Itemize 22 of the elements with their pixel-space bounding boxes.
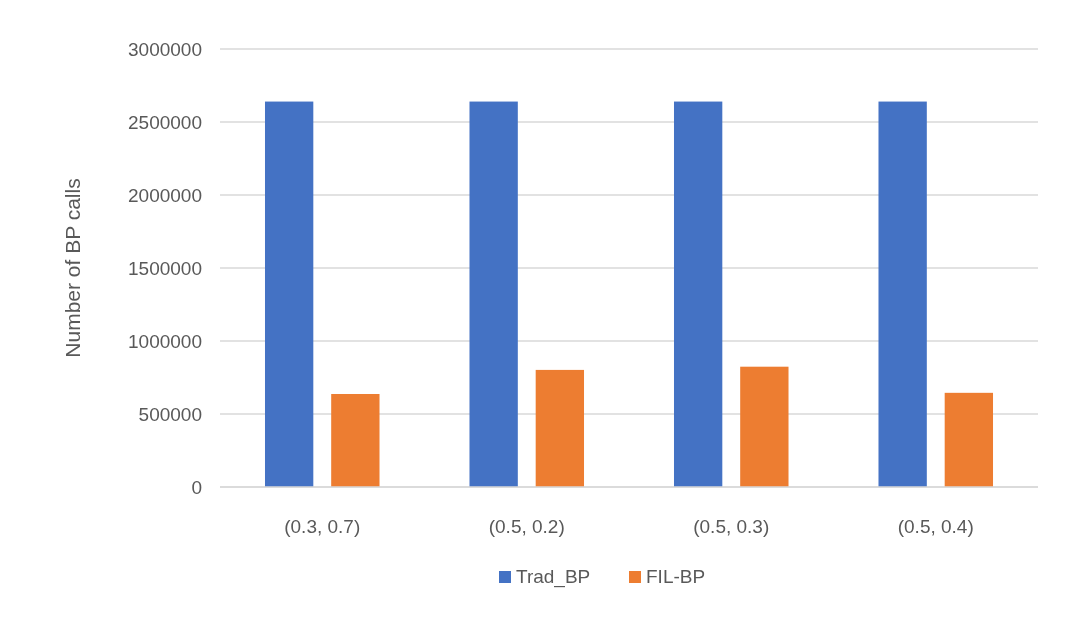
bar xyxy=(264,101,314,487)
bar xyxy=(740,366,789,487)
y-tick-label: 1000000 xyxy=(128,330,202,352)
y-tick-label: 3000000 xyxy=(128,38,202,60)
x-tick-label: (0.5, 0.3) xyxy=(693,516,770,537)
x-tick-label: (0.3, 0.7) xyxy=(284,516,361,537)
y-tick-label: 1500000 xyxy=(128,257,202,279)
y-tick-label: 0 xyxy=(191,476,202,498)
y-axis-title: Number of BP calls xyxy=(61,178,84,358)
y-tick-label: 2000000 xyxy=(128,184,202,206)
y-tick-label: 2500000 xyxy=(128,111,202,133)
bar xyxy=(673,101,723,487)
bar xyxy=(469,101,518,487)
bar xyxy=(944,392,994,487)
y-tick-label: 500000 xyxy=(138,403,202,425)
x-tick-label: (0.5, 0.2) xyxy=(488,516,565,537)
bar xyxy=(535,369,585,487)
legend-label: Trad_BP xyxy=(516,566,591,588)
x-tick-label: (0.5, 0.4) xyxy=(897,516,974,537)
bar xyxy=(878,101,927,487)
bar xyxy=(331,394,380,487)
legend-label: FIL-BP xyxy=(646,566,706,587)
